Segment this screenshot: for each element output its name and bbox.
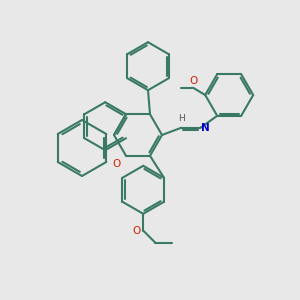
Text: O: O <box>113 159 121 169</box>
Text: N: N <box>201 123 210 133</box>
Text: H: H <box>178 114 184 123</box>
Text: O: O <box>132 226 140 236</box>
Text: O: O <box>189 76 197 86</box>
